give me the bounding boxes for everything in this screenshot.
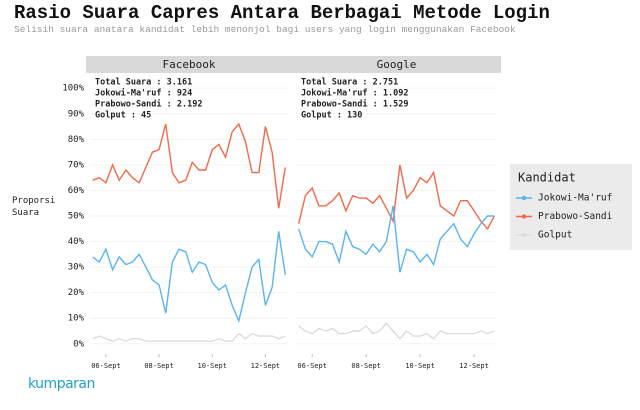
x-tick-label: 08-Sept: [351, 362, 381, 370]
annotation: Golput : 45: [95, 111, 151, 121]
x-tick-label: 06-Sept: [91, 362, 121, 370]
x-tick-label: 08-Sept: [144, 362, 174, 370]
legend-swatch-dot: [521, 195, 527, 201]
y-tick-label: 80%: [68, 135, 85, 145]
x-tick-label: 12-Sept: [251, 362, 281, 370]
annotation: Jokowi-Ma'ruf : 924: [95, 88, 192, 99]
page-subtitle: Selisih suara anatara kandidat lebih men…: [14, 24, 516, 35]
logo: kumparan: [28, 376, 95, 392]
facet-title: Facebook: [163, 58, 216, 71]
y-tick-label: 30%: [68, 263, 85, 273]
facet-header: [292, 56, 501, 73]
y-tick-label: 10%: [68, 314, 85, 324]
y-tick-label: 90%: [68, 109, 85, 119]
series-line: [298, 164, 495, 231]
annotation: Total Suara : 2.751: [301, 78, 398, 88]
legend-swatch-dot: [521, 232, 527, 238]
y-tick-label: 50%: [68, 212, 85, 222]
legend-label: Jokowi-Ma'ruf: [538, 193, 612, 204]
x-tick-label: 06-Sept: [297, 362, 327, 370]
y-tick-label: 40%: [68, 237, 85, 247]
series-line: [298, 205, 495, 273]
series-line: [92, 231, 286, 324]
y-tick-label: 20%: [68, 288, 85, 298]
series-line: [92, 332, 286, 342]
legend-label: Prabowo-Sandi: [538, 211, 613, 222]
annotation: Total Suara : 3.161: [95, 78, 192, 88]
annotation: Jokowi-Ma'ruf : 1.092: [301, 88, 408, 99]
y-tick-label: 60%: [68, 186, 85, 196]
annotation: Prabowo-Sandi : 2.192: [95, 99, 202, 110]
legend-title: Kandidat: [518, 171, 576, 185]
legend-swatch-dot: [521, 214, 527, 219]
y-tick-label: 100%: [62, 84, 84, 94]
facet-header: [86, 56, 292, 73]
x-tick-label: 10-Sept: [405, 362, 435, 370]
page-title: Rasio Suara Capres Antara Berbagai Metod…: [14, 2, 550, 24]
y-axis-label: Proporsi Suara: [12, 196, 56, 218]
x-tick-label: 10-Sept: [197, 362, 227, 370]
series-line: [298, 322, 495, 340]
x-tick-label: 12-Sept: [459, 362, 489, 370]
annotation: Golput : 130: [301, 111, 362, 121]
annotation: Prabowo-Sandi : 1.529: [301, 99, 408, 110]
facet-title: Google: [377, 58, 417, 71]
y-tick-label: 0%: [73, 339, 84, 349]
series-line: [92, 122, 286, 209]
legend-label: Golput: [538, 230, 572, 241]
y-tick-label: 70%: [68, 160, 85, 170]
